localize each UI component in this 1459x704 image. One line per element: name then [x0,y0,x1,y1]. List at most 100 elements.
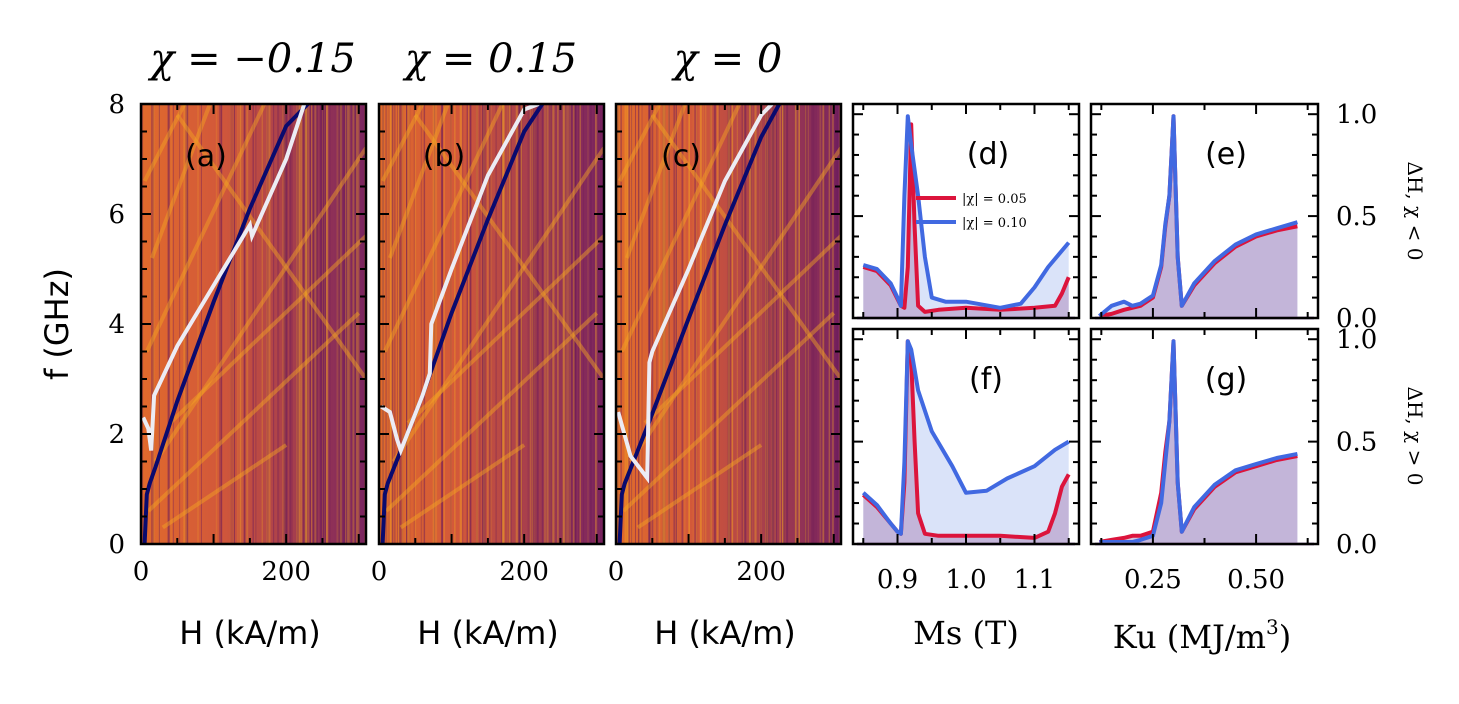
x-tick-label: 0 [608,557,625,587]
heatmap-stripe [352,104,355,544]
heatmap-stripe [307,104,310,544]
heatmap-stripe [450,104,452,544]
heatmap-stripe [322,104,325,544]
heatmap-stripe [187,104,189,544]
y-tick-label: 8 [108,90,125,120]
heatmap-branch [628,146,841,463]
heatmap-stripe [828,104,831,544]
heatmap-stripe [695,104,698,544]
heatmap-stripe [749,104,751,544]
heatmap-stripe [239,104,241,544]
xlabel-ku: Ku (MJ/m3) [1113,615,1291,656]
light-peak-line-a [141,104,307,451]
heatmap-branch [382,104,505,353]
heatmap-stripe [727,104,729,544]
x-tick-label: 200 [736,557,786,587]
heatmap-stripe [502,104,505,544]
x-tick-label: 0 [371,557,388,587]
heatmap-stripe [186,104,189,544]
xlabel-h-a: H (kA/m) [179,614,321,652]
heatmap-stripe [544,104,546,544]
heatmap-stripe [405,104,407,544]
heatmap-stripe [651,104,654,544]
heatmap-stripe [286,104,287,544]
heatmap-stripe [407,104,410,544]
heatmap-stripe [805,104,807,544]
heatmap-stripe [326,104,328,544]
heatmap-stripe [231,104,234,544]
heatmap-stripe [414,104,417,544]
heatmap-stripe [336,104,338,544]
heatmap-stripe [681,104,684,544]
panel-label-g: (g) [1205,362,1247,397]
heatmap-stripe [638,104,640,544]
heatmap-stripe [710,104,712,544]
heatmap-stripe [423,104,425,544]
area-005-g [1099,341,1298,544]
heatmap-stripe [424,104,426,544]
heatmap-stripe [252,104,253,544]
xlabel-h-b: H (kA/m) [417,614,559,652]
ticks: 0 200 0 200 0 200 0 2 4 6 8 0.0 0.5 1.0 0.9 1.0 1.1 0.25 0… [108,90,1377,595]
heatmap-branch [636,443,763,530]
heatmap-stripe [391,104,394,544]
panel-c: (c) [614,102,843,546]
ylabel-f: f (GHz) [38,268,76,380]
heatmap-stripe [590,104,592,544]
heatmap-stripe [151,104,153,544]
heatmap-stripe [668,104,670,544]
heatmap-branch [643,234,841,425]
heatmap-stripe [659,104,661,544]
heatmap-stripe [432,104,435,544]
heatmap-stripe [462,104,464,544]
heatmap-branch [391,146,604,463]
legend: |χ| = 0.05 |χ| = 0.10 [916,192,1027,231]
heatmap-branch [144,104,267,353]
heatmap-stripe [286,104,288,544]
heatmap-stripe [153,104,155,544]
series-line-010-e [1098,114,1298,318]
heatmap-stripe [302,104,304,544]
heatmap-stripe [767,104,770,544]
heatmap-stripe [234,104,235,544]
ylabel-right-bottom: ΔH, χ > 0 [1403,387,1427,486]
heatmap-stripe [283,104,286,544]
heatmap-stripe [229,104,231,544]
heatmap-stripe [167,104,169,544]
heatmap-stripe [824,104,826,544]
heatmap-stripe [413,104,415,544]
heatmap-stripe [348,104,351,544]
heatmap-stripe [339,104,341,544]
heatmap-stripe [296,104,298,544]
heatmap-stripe [407,104,410,544]
heatmap-stripe [573,104,576,544]
area-005-f [863,341,1069,544]
heatmap-stripe [688,104,690,544]
heatmap-stripe [339,104,341,544]
heatmap-stripe [729,104,731,544]
heatmap-stripe [648,104,651,544]
heatmap-branch [142,104,187,182]
x-tick-label: 0.25 [1124,565,1182,595]
heatmap-stripe [676,104,678,544]
heatmap-stripe [183,104,186,544]
heatmap-stripe [389,104,392,544]
heatmap-stripe [399,104,401,544]
heatmap-stripe [454,104,456,544]
heatmap-stripe [443,104,445,544]
heatmap-stripe [573,104,575,544]
heatmap-stripe [304,104,307,544]
heatmap-stripe [343,104,346,544]
heatmap-stripe [326,104,329,544]
heatmap-stripe [489,104,491,544]
heatmap-stripe [520,104,523,544]
heatmap-stripe [737,104,738,544]
panel-d: (d) |χ| = 0.05 |χ| = 0.10 [851,102,1081,320]
heatmap-stripe [476,104,478,544]
heatmap-stripe [751,104,753,544]
heatmap-branches-b [380,104,604,530]
heatmap-stripe [563,104,566,544]
heatmap-branch [650,113,841,381]
legend-label-005: |χ| = 0.05 [962,192,1027,207]
heatmap-stripe [779,104,781,544]
